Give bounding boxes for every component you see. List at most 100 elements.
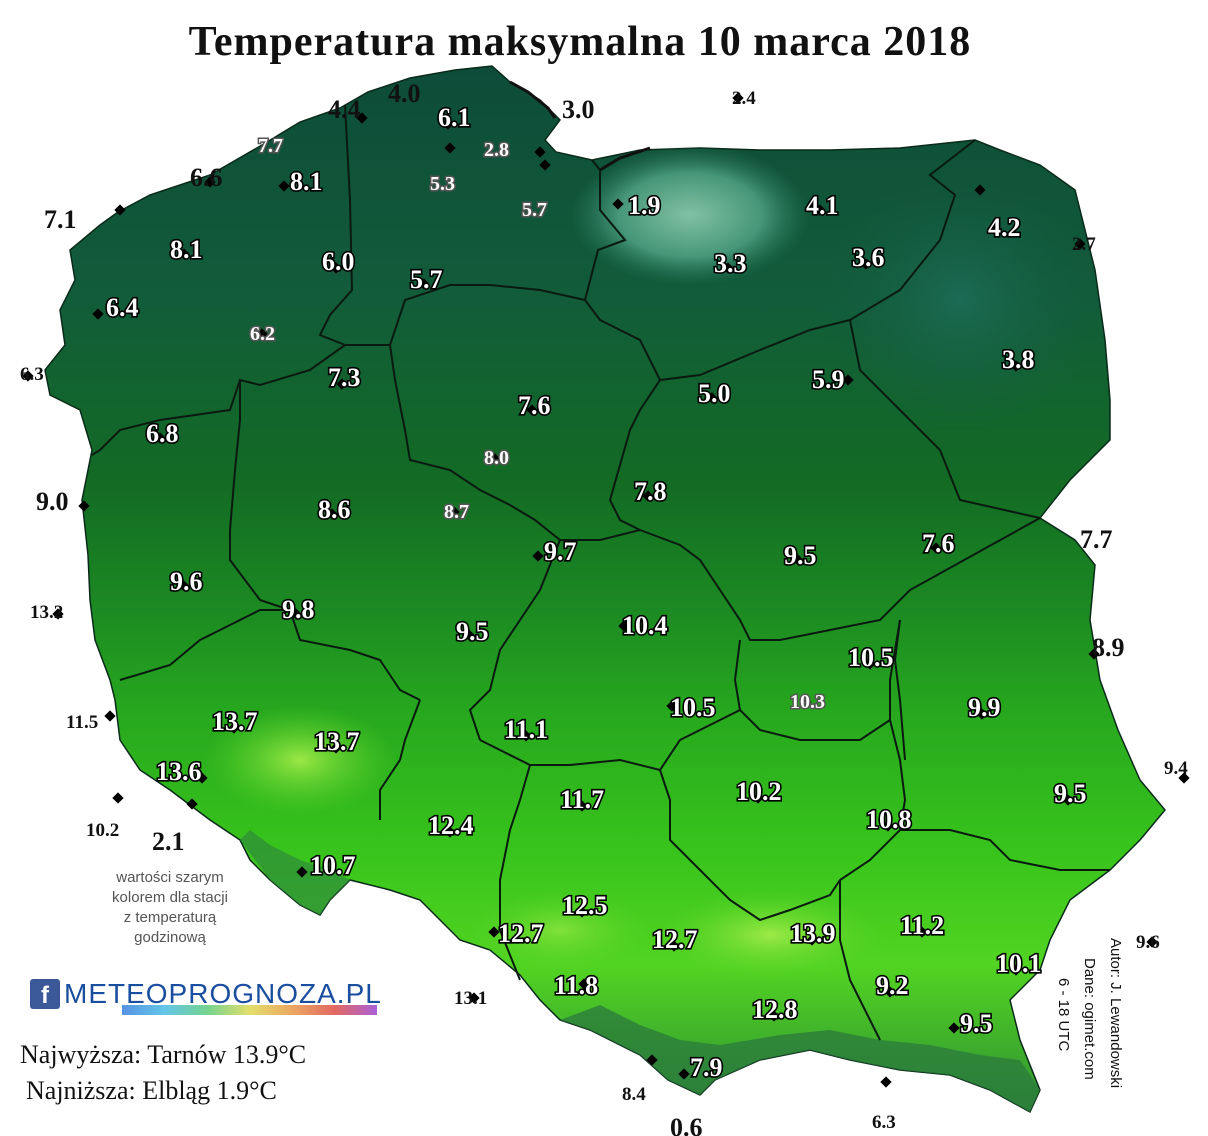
station-value: 9.0 [36,487,69,516]
station-value: 6.3 [872,1112,896,1133]
station-marker [1178,772,1190,784]
station-value: 10.4 [622,611,668,640]
station-marker [52,608,64,620]
station-42: 9.5 [454,615,490,647]
station-value: 4.2 [988,213,1021,242]
station-marker [1088,648,1100,660]
logo-text: METEOPROGNOZA.PL [64,978,382,1009]
max-temp-caption: Najwyższa: Tarnów 13.9°C [20,1040,307,1069]
station-33: 8.7 [443,500,471,525]
station-value: 2.7 [1072,234,1096,255]
station-marker [1062,794,1074,806]
station-marker [520,730,532,742]
station-value: 7.6 [518,391,551,420]
station-value: 6.4 [106,293,139,322]
station-22: 6.2 [249,322,277,347]
station-marker [752,792,764,804]
station-value: 10.3 [790,691,825,713]
station-marker [800,696,812,708]
station-74: 9.5 [948,1007,994,1040]
station-marker [278,180,290,192]
station-value: 9.9 [968,693,1001,722]
station-value: 7.3 [328,363,361,392]
station-value: 3.0 [562,95,595,124]
voivodeship-borders [91,104,1110,1041]
station-value: 11.8 [554,971,598,1000]
author-credit: Autor: J. Lewandowski [1107,938,1124,1089]
station-marker [666,700,678,712]
station-value: 1.9 [628,191,661,220]
station-marker [792,554,804,566]
station-value: 8.9 [1092,633,1125,662]
station-15: 8.1 [168,233,204,265]
station-marker [444,826,456,838]
tarnow-warm-zone [660,890,880,980]
station-13: 4.2 [974,184,1022,244]
station-marker [1146,936,1158,948]
station-marker [186,798,198,810]
station-marker [930,542,942,554]
station-65: 12.7 [650,923,699,955]
station-66: 13.9 [788,917,837,949]
station-value: 8.7 [444,501,469,523]
station-3: 2.8 [483,138,511,163]
station-marker [418,278,430,290]
station-marker [104,710,116,722]
station-18: 3.3 [712,247,748,279]
station-69: 9.6 [1136,932,1160,953]
station-marker [806,934,818,946]
station-value: 2.8 [484,139,509,161]
map-title: Temperatura maksymalna 10 marca 2018 [188,19,972,65]
station-marker [526,404,538,416]
station-marker [976,708,988,720]
station-40: 9.8 [280,593,316,625]
station-value: 8.1 [170,235,203,264]
station-marker [882,820,894,832]
station-20: 2.7 [1072,234,1096,255]
station-value: 9.6 [1136,932,1160,953]
station-value: 6.2 [250,323,275,345]
station-marker [112,792,124,804]
station-48: 13.7 [312,725,361,757]
station-9: 5.7 [521,159,551,223]
station-11: 1.9 [612,189,662,222]
station-value: 8.1 [290,167,323,196]
station-value: 3.6 [852,243,885,272]
station-32: 8.6 [316,493,352,525]
station-10: 6.6 [190,163,223,192]
station-value: 9.5 [456,617,489,646]
note-line: z temperaturą [123,909,217,926]
station-marker [336,378,348,390]
station-43: 10.4 [618,609,669,642]
station-6: 7.7 [257,134,285,159]
station-value: 9.8 [282,595,315,624]
station-value: 3.3 [714,249,747,278]
station-value: 9.5 [784,541,817,570]
station-marker [842,374,854,386]
station-53: 13.6 [154,755,208,788]
station-value: 8.4 [622,1084,646,1105]
station-marker [204,176,216,188]
station-23: 6.3 [20,364,44,385]
station-49: 10.5 [666,691,717,724]
grey-values-note: wartości szarym kolorem dla stacji z tem… [85,868,255,948]
station-62: 10.7 [296,849,357,882]
station-72: 13.1 [454,988,487,1009]
station-value: 10.5 [670,693,716,722]
station-marker [1074,238,1086,250]
station-value: 5.9 [812,365,845,394]
station-marker [290,608,302,620]
station-value: 5.0 [698,379,731,408]
station-marker [488,926,500,938]
station-marker [534,146,546,158]
meteoprognoza-logo[interactable]: f METEOPROGNOZA.PL [30,968,382,1020]
station-value: 5.7 [410,265,443,294]
station-value: 12.4 [428,811,474,840]
station-78: 6.3 [872,1076,896,1133]
facebook-icon[interactable]: f [30,979,60,1009]
station-marker [296,866,308,878]
station-value: 11.2 [900,911,944,940]
station-56: 10.2 [734,775,783,807]
station-marker [256,328,268,340]
